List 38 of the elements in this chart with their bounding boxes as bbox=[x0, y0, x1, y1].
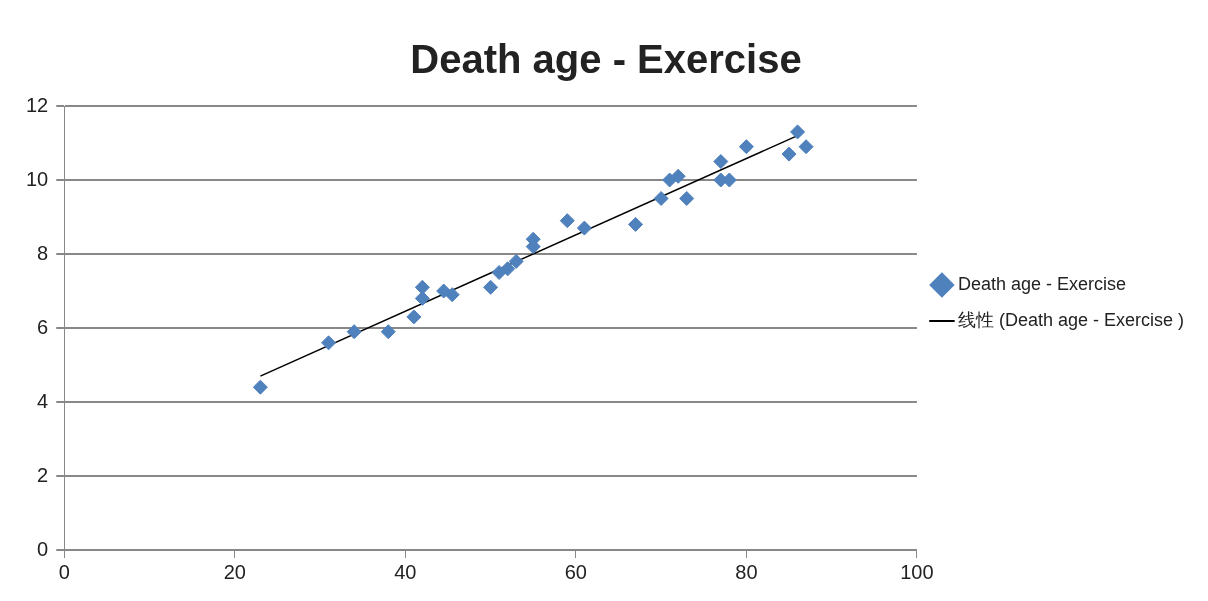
point bbox=[444, 287, 460, 303]
y-tick-label: 0 bbox=[37, 537, 49, 560]
y-tick-label: 6 bbox=[37, 315, 49, 338]
y-tick-label: 2 bbox=[37, 463, 49, 486]
point bbox=[559, 213, 575, 229]
y-tick-label: 10 bbox=[26, 167, 49, 190]
point bbox=[679, 191, 695, 206]
point bbox=[653, 191, 669, 206]
point bbox=[508, 253, 524, 269]
point bbox=[790, 124, 806, 140]
point bbox=[738, 139, 754, 155]
point bbox=[628, 216, 644, 232]
y-tick-label: 8 bbox=[37, 241, 49, 264]
y-tick-label: 4 bbox=[37, 389, 49, 412]
x-tick-label: 60 bbox=[564, 560, 587, 583]
point bbox=[576, 220, 592, 236]
point bbox=[406, 309, 422, 325]
x-tick-label: 0 bbox=[58, 560, 70, 583]
x-tick-label: 40 bbox=[394, 560, 417, 583]
point bbox=[414, 290, 430, 306]
point bbox=[346, 324, 362, 340]
point bbox=[252, 379, 268, 395]
point bbox=[414, 279, 430, 295]
point bbox=[500, 261, 516, 277]
point bbox=[670, 168, 686, 184]
y-tick-label: 12 bbox=[26, 93, 49, 116]
point bbox=[321, 335, 337, 351]
point bbox=[380, 324, 396, 340]
x-tick-label: 100 bbox=[900, 560, 934, 583]
point bbox=[798, 139, 814, 155]
legend-label: Death age - Exercise bbox=[957, 273, 1127, 294]
point bbox=[713, 154, 729, 169]
chart-title: Death age - Exercise bbox=[410, 37, 802, 82]
legend-label: 线性 (Death age - Exercise ) bbox=[957, 309, 1185, 330]
point bbox=[781, 146, 797, 162]
x-tick-label: 80 bbox=[735, 560, 758, 583]
x-tick-label: 20 bbox=[223, 560, 246, 583]
point bbox=[483, 279, 499, 295]
